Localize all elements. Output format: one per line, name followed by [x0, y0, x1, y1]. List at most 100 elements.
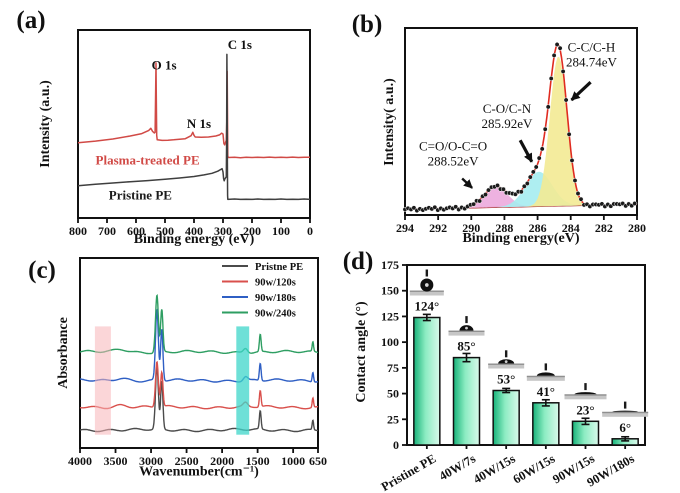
- data-point: [566, 131, 572, 137]
- data-point: [563, 97, 569, 103]
- category-label: 60W/15s: [511, 451, 558, 486]
- panel-c-chart: 4000 3500 3000 2500 2000 1500 1000 650 Pristne P…: [68, 257, 327, 468]
- y-tick-label: 75: [387, 361, 399, 375]
- fit-component-1: [405, 171, 637, 210]
- data-point: [524, 181, 530, 186]
- x-tick-label: 1500: [246, 454, 270, 468]
- data-point: [471, 201, 477, 207]
- plot-frame: [79, 257, 319, 449]
- peak-label: N 1s: [187, 116, 211, 131]
- bar-value-label: 53°: [497, 371, 515, 386]
- data-point: [432, 204, 438, 210]
- panel-c-ylabel: Absorbance: [56, 317, 71, 389]
- legend-label: 90w/120s: [255, 278, 296, 289]
- data-point: [557, 45, 563, 51]
- panel-a-chart: 800 700 600 500 400 300 200 100 0 O 1s N 1s C 1s Pla…: [69, 29, 313, 238]
- data-point: [495, 182, 500, 188]
- ftir-spectrum-3: [79, 293, 319, 355]
- annotation-text: 285.92eV: [481, 116, 533, 131]
- panel-b-letter: (b): [351, 11, 383, 38]
- x-tick-label: 284: [562, 221, 580, 235]
- x-tick-label: 294: [396, 221, 414, 235]
- panel-b-ylabel: Intensity( a.u.): [382, 78, 397, 166]
- data-point: [545, 104, 551, 110]
- data-point: [578, 196, 584, 202]
- category-label: 40W/15s: [471, 451, 518, 486]
- survey-spectrum-1: [77, 53, 311, 201]
- x-tick-label: 650: [309, 454, 327, 468]
- x-tick-label: 292: [429, 221, 447, 235]
- panel-d-letter: (d): [342, 248, 374, 275]
- peak-label: C 1s: [228, 37, 252, 52]
- panel-a-xlabel: Binding energy (eV): [133, 232, 255, 247]
- data-point: [548, 76, 554, 81]
- data-point: [518, 189, 524, 195]
- bar-value-label: 124°: [414, 298, 439, 313]
- x-tick-label: 400: [185, 224, 203, 238]
- panel-b-xlabel: Binding energy(eV): [462, 231, 580, 246]
- data-point: [536, 155, 542, 161]
- x-tick-label: 700: [98, 224, 116, 238]
- y-tick-label: 0: [393, 438, 399, 452]
- data-point: [551, 52, 557, 58]
- survey-spectrum-0: [77, 62, 310, 159]
- annotation-arrow: [570, 81, 592, 102]
- legend-label: 90w/240s: [255, 309, 296, 320]
- legend-label: 90w/180s: [255, 293, 296, 304]
- ftir-spectrum-2: [80, 308, 319, 383]
- ftir-spectrum-0: [79, 364, 319, 433]
- x-tick-label: 288: [495, 221, 513, 235]
- needle: [623, 401, 627, 409]
- data-point: [572, 178, 578, 183]
- x-tick-label: 800: [69, 224, 87, 238]
- droplet-photo: [564, 383, 607, 400]
- panel-d-ylabel: Contact angle (°): [354, 301, 369, 403]
- ftir-spectrum-1: [79, 360, 318, 410]
- highlight-band-1: [236, 326, 250, 435]
- bar-value-label: 85°: [457, 339, 475, 354]
- droplet: [536, 372, 555, 376]
- data-point: [477, 198, 483, 204]
- data-point: [411, 205, 417, 211]
- annotation-arrow: [461, 177, 473, 189]
- y-tick-label: 50: [387, 387, 399, 401]
- data-point: [483, 192, 488, 198]
- x-tick-label: 286: [529, 221, 547, 235]
- bar: [492, 389, 520, 446]
- x-tick-label: 2000: [210, 454, 234, 468]
- data-point: [533, 164, 539, 170]
- series-label: Pristine PE: [109, 188, 172, 203]
- bar-value-label: 23°: [576, 402, 594, 417]
- data-point: [486, 187, 491, 193]
- data-point: [569, 157, 575, 163]
- y-tick-label: 125: [381, 309, 399, 323]
- data-point: [554, 42, 560, 47]
- droplet-photo: [448, 316, 485, 336]
- x-tick-label: 3500: [104, 454, 128, 468]
- panel-d-chart: 0 25 50 75 100 125 150 175 124° Pristine PE 85° 40W…: [379, 258, 649, 493]
- bar: [532, 402, 560, 446]
- panel-c-xlabel: Wavenumber(cm⁻¹): [139, 464, 259, 480]
- droplet-photo: [602, 401, 649, 417]
- plot-frame: [406, 264, 646, 446]
- x-tick-label: 0: [307, 224, 313, 238]
- data-point: [527, 174, 533, 180]
- category-label: 40W/7s: [437, 451, 478, 483]
- data-point: [560, 68, 566, 74]
- x-tick-label: 600: [127, 224, 145, 238]
- needle: [584, 383, 587, 391]
- panel-a-ylabel: Intensity (a.u.): [38, 80, 53, 168]
- data-point: [453, 204, 459, 210]
- annotation-text: 288.52eV: [428, 153, 480, 168]
- x-tick-label: 4000: [68, 454, 92, 468]
- droplet-photo: [488, 350, 525, 369]
- droplet: [574, 392, 597, 395]
- bar: [452, 356, 481, 446]
- droplet-highlight: [465, 326, 468, 330]
- highlight-band-0: [94, 326, 111, 435]
- droplet: [612, 410, 639, 412]
- fit-component-0: [405, 56, 637, 210]
- data-point: [539, 146, 545, 152]
- bar-value-label: 41°: [537, 384, 555, 399]
